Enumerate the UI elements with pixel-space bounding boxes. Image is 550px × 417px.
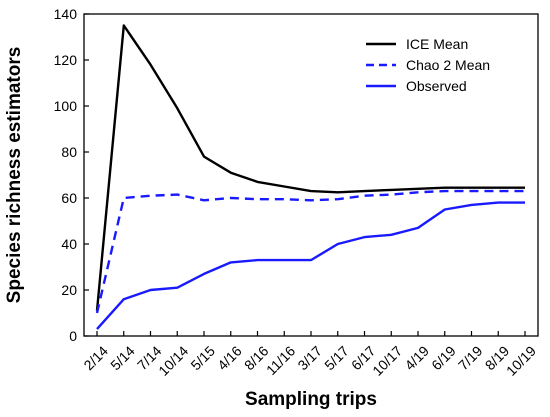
x-tick-label: 11/16 bbox=[263, 343, 299, 379]
series-line-ice-mean bbox=[95, 24, 525, 311]
x-tick-label: 4/19 bbox=[401, 343, 432, 374]
x-axis-title: Sampling trips bbox=[245, 389, 377, 410]
legend-label: Observed bbox=[406, 78, 467, 94]
x-tick-label: 10/19 bbox=[503, 343, 539, 379]
x-tick-label: 10/17 bbox=[369, 343, 405, 379]
y-tick-label: 40 bbox=[61, 236, 77, 252]
x-tick-label: 4/16 bbox=[214, 343, 245, 374]
x-tick-label: 5/15 bbox=[187, 343, 218, 374]
x-tick-label: 7/19 bbox=[455, 343, 486, 374]
y-tick-label: 0 bbox=[69, 328, 77, 344]
series-line-observed bbox=[96, 201, 525, 330]
x-tick-label: 10/14 bbox=[155, 343, 191, 379]
y-tick-label: 60 bbox=[61, 190, 77, 206]
y-tick-label: 120 bbox=[54, 52, 78, 68]
y-tick-label: 80 bbox=[61, 144, 77, 160]
x-tick-label: 5/14 bbox=[107, 343, 138, 374]
series-line-chao-2-mean bbox=[95, 189, 525, 314]
series-layer bbox=[95, 24, 525, 330]
x-tick-label: 3/17 bbox=[294, 343, 325, 374]
y-axis-title: Species richness estimators bbox=[4, 47, 25, 304]
y-axis-ticks: 0 20 40 60 80 100 120 140 bbox=[54, 6, 89, 344]
x-tick-label: 5/17 bbox=[321, 343, 352, 374]
y-tick-label: 140 bbox=[54, 6, 78, 22]
legend-label: Chao 2 Mean bbox=[406, 57, 490, 73]
x-axis-ticks: 2/145/147/1410/145/154/168/1611/163/175/… bbox=[80, 331, 539, 379]
y-tick-label: 100 bbox=[54, 98, 78, 114]
x-tick-label: 2/14 bbox=[80, 343, 111, 374]
legend: ICE Mean Chao 2 Mean Observed bbox=[366, 36, 490, 94]
x-tick-label: 6/19 bbox=[428, 343, 459, 374]
y-tick-label: 20 bbox=[61, 282, 77, 298]
legend-label: ICE Mean bbox=[406, 36, 468, 52]
